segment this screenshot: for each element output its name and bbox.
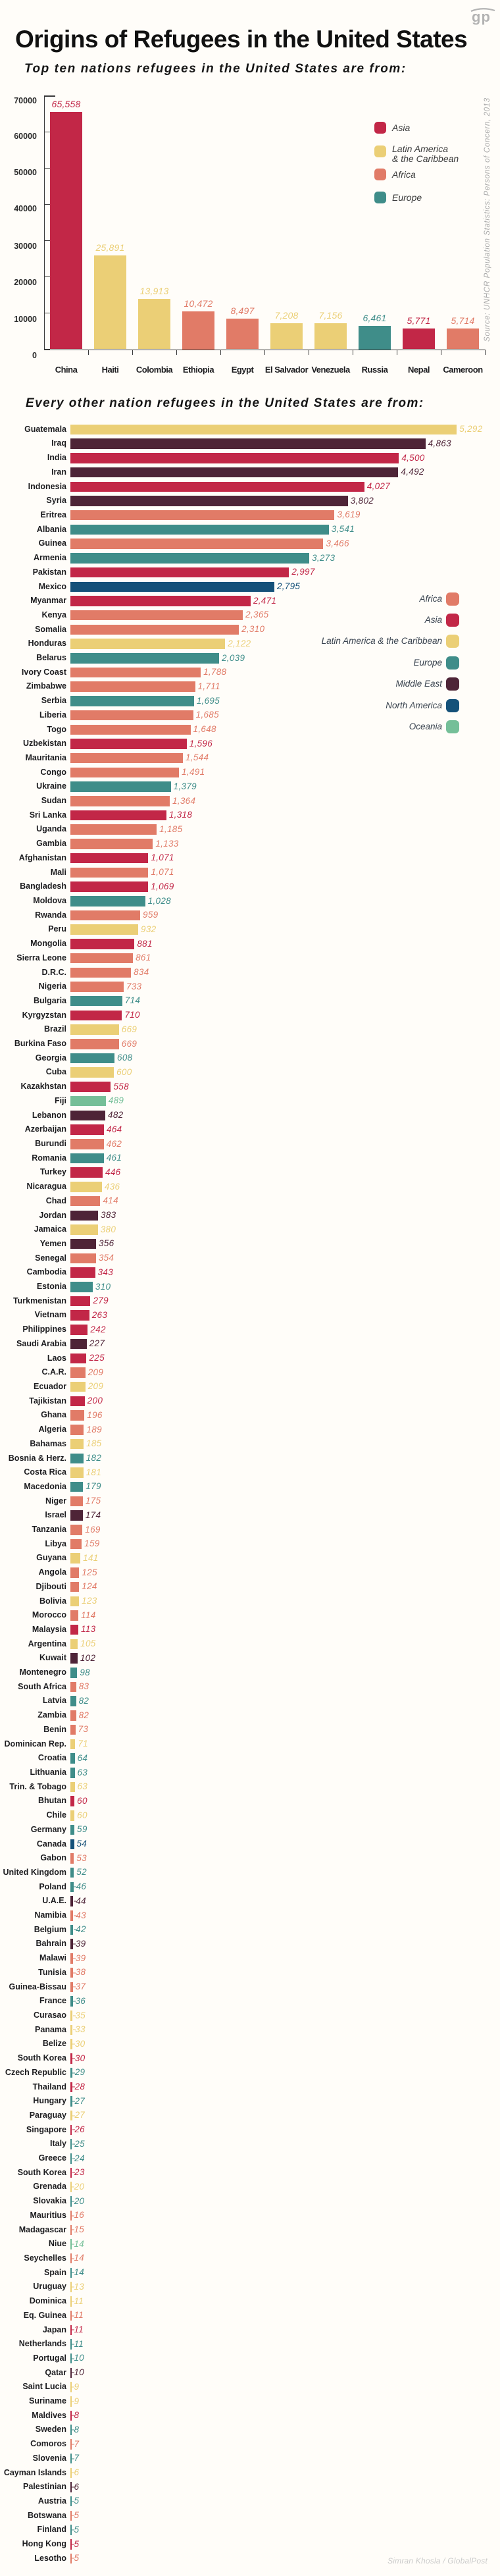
svg-text:gp: gp [472, 9, 491, 25]
